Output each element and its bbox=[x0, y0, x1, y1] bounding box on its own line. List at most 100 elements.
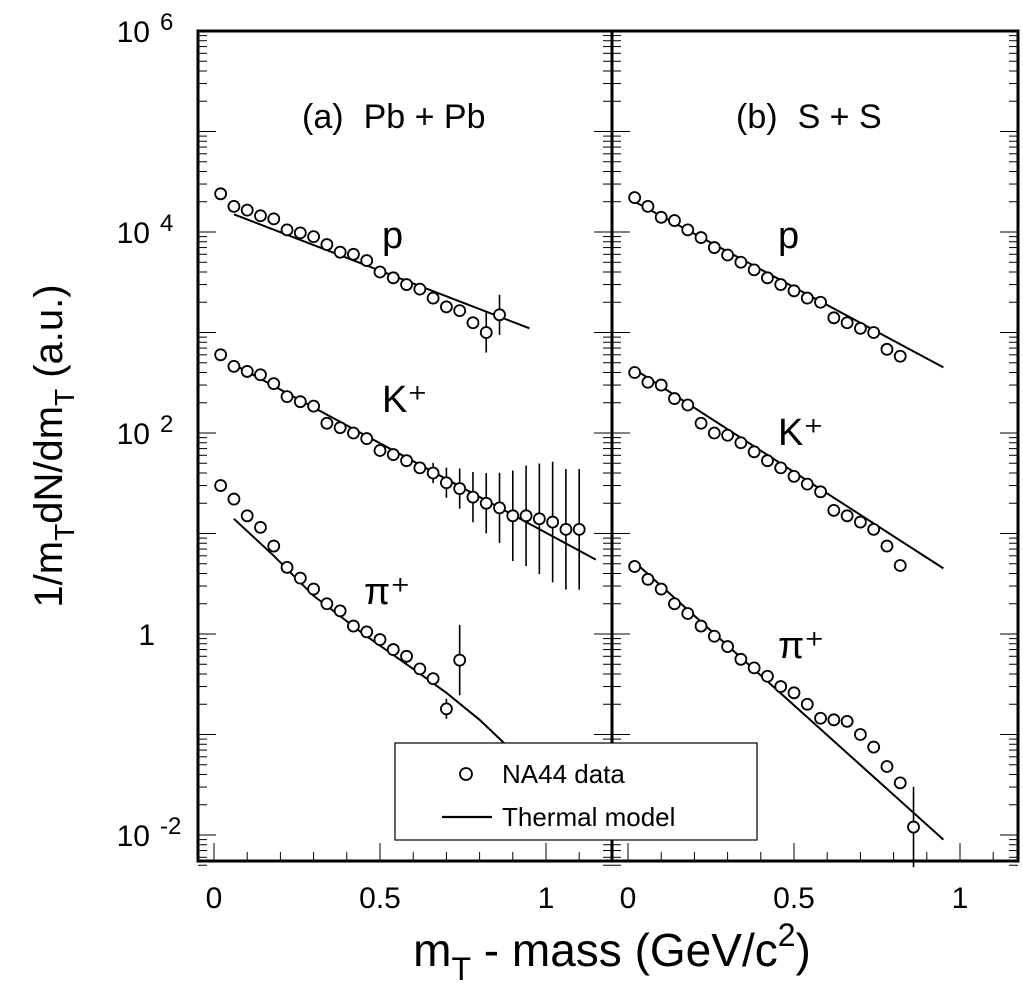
panel-label: (a) Pb + Pb bbox=[302, 98, 485, 136]
data-point bbox=[907, 820, 920, 834]
data-point bbox=[880, 342, 894, 356]
data-point bbox=[453, 653, 467, 667]
data-point bbox=[628, 366, 642, 379]
data-point bbox=[641, 572, 655, 586]
data-point bbox=[214, 187, 228, 201]
data-point bbox=[347, 619, 360, 633]
data-point bbox=[506, 509, 520, 523]
data-point bbox=[307, 582, 321, 596]
data-point bbox=[707, 426, 721, 440]
data-point bbox=[840, 715, 854, 728]
data-point bbox=[654, 210, 668, 224]
x-axis-label: mT - mass (GeV/c2) bbox=[413, 917, 811, 987]
panel-label: (b) S + S bbox=[736, 98, 882, 136]
data-point bbox=[694, 231, 708, 244]
data-point bbox=[333, 421, 347, 435]
data-point bbox=[373, 444, 387, 457]
data-point bbox=[293, 395, 307, 409]
model-line bbox=[233, 363, 597, 561]
data-point bbox=[572, 522, 586, 536]
legend-data-label: NA44 data bbox=[502, 759, 625, 789]
legend-box bbox=[394, 742, 758, 841]
data-point bbox=[774, 461, 788, 475]
data-point bbox=[800, 291, 814, 305]
y-tick-label: 1 bbox=[138, 619, 155, 652]
data-point bbox=[453, 304, 467, 318]
data-point bbox=[373, 265, 387, 279]
data-point bbox=[479, 326, 493, 339]
data-point bbox=[787, 686, 801, 700]
data-point bbox=[466, 490, 480, 504]
data-point bbox=[386, 643, 400, 656]
data-point bbox=[400, 649, 413, 663]
data-point bbox=[880, 760, 894, 773]
data-point bbox=[854, 515, 867, 529]
y-tick-label: 10 6 bbox=[117, 9, 174, 49]
model-line bbox=[233, 518, 514, 753]
data-point bbox=[814, 711, 827, 725]
data-point bbox=[800, 477, 814, 491]
data-point bbox=[854, 728, 867, 741]
data-point bbox=[559, 522, 573, 536]
data-point bbox=[867, 522, 881, 536]
data-point bbox=[413, 461, 427, 475]
data-point bbox=[734, 255, 748, 269]
y-tick-label: 10 -2 bbox=[117, 813, 182, 853]
legend-model-label: Thermal model bbox=[502, 802, 675, 832]
data-point bbox=[493, 308, 506, 322]
data-point bbox=[814, 485, 827, 499]
data-point bbox=[479, 496, 493, 510]
data-point bbox=[426, 672, 440, 685]
data-point bbox=[426, 291, 440, 305]
data-point bbox=[293, 226, 307, 240]
data-point bbox=[347, 426, 360, 440]
data-point bbox=[307, 230, 321, 243]
data-point bbox=[654, 378, 668, 392]
data-point bbox=[641, 375, 655, 389]
data-point bbox=[519, 509, 533, 523]
data-point bbox=[641, 199, 655, 213]
data-point bbox=[668, 597, 681, 611]
data-point bbox=[280, 390, 294, 404]
data-point bbox=[227, 199, 241, 213]
data-point bbox=[747, 661, 761, 675]
x-tick-label: 0 bbox=[620, 882, 637, 915]
labels-layer: 0 0.5 1 0 0.5 1 10 6 10 4 10 2 1 10 -2 (a) Pb + Pb p K⁺ π⁺ (… bbox=[117, 9, 969, 915]
data-point bbox=[827, 503, 841, 517]
x-tick-label: 1 bbox=[952, 882, 969, 915]
data-point bbox=[280, 223, 294, 237]
data-point bbox=[721, 248, 734, 262]
data-point bbox=[214, 479, 228, 492]
data-point bbox=[668, 392, 681, 405]
data-point bbox=[267, 377, 281, 391]
data-point bbox=[360, 254, 374, 267]
data-point bbox=[333, 245, 347, 259]
data-point bbox=[386, 448, 400, 461]
data-point bbox=[360, 625, 374, 639]
data-point bbox=[439, 300, 453, 314]
data-point bbox=[532, 512, 546, 526]
y-tick-label: 10 4 bbox=[117, 210, 174, 250]
legend: NA44 data Thermal model bbox=[394, 742, 758, 841]
data-point bbox=[761, 669, 774, 683]
data-point bbox=[426, 466, 440, 480]
data-point bbox=[827, 713, 841, 727]
data-point bbox=[880, 539, 894, 553]
series-label: K⁺ bbox=[778, 412, 823, 454]
data-point bbox=[694, 416, 708, 430]
data-point bbox=[628, 560, 642, 573]
x-tick-label: 0.5 bbox=[773, 882, 815, 915]
data-point bbox=[800, 697, 814, 711]
data-point bbox=[761, 454, 774, 468]
data-point bbox=[893, 559, 907, 572]
data-point bbox=[360, 432, 374, 445]
x-tick-label: 0.5 bbox=[359, 882, 401, 915]
data-point bbox=[827, 311, 841, 325]
series-label: p bbox=[382, 215, 403, 257]
data-point bbox=[867, 740, 881, 754]
data-point bbox=[546, 515, 560, 529]
data-point bbox=[240, 509, 254, 523]
data-point bbox=[373, 633, 387, 646]
data-point bbox=[628, 191, 642, 204]
